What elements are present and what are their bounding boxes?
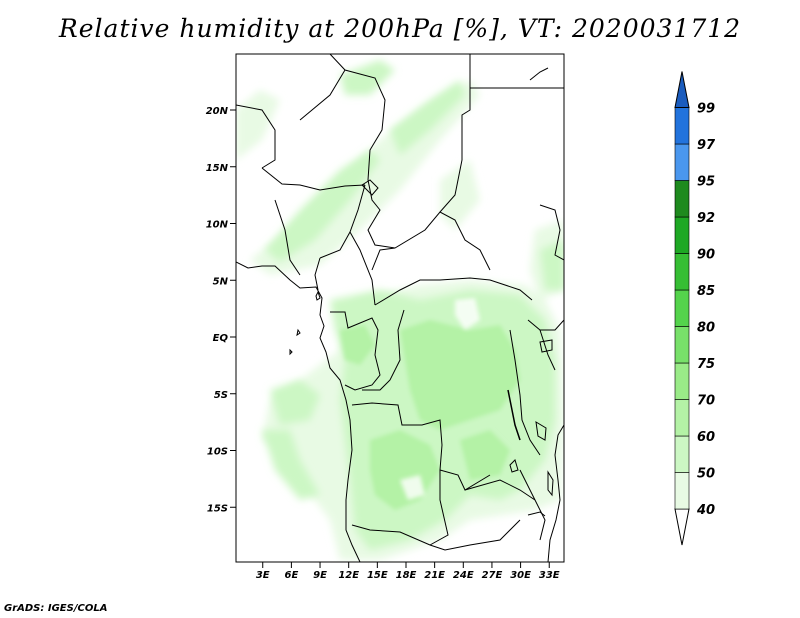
latitude-axis: 20N 15N 10N 5N EQ 5S 10S 15S — [206, 106, 236, 514]
lon-tick-label: 6E — [284, 570, 298, 581]
colorbar-segment — [674, 216, 690, 254]
lon-tick-label: 30E — [510, 570, 531, 581]
colorbar-label: 85 — [697, 284, 715, 299]
lon-tick-label: 21E — [424, 570, 445, 581]
colorbar-label: 75 — [697, 357, 715, 372]
lon-tick-label: 12E — [338, 570, 359, 581]
country-boundaries — [236, 54, 564, 562]
colorbar-label: 80 — [697, 321, 715, 336]
map-title: Relative humidity at 200hPa [%], VT: 202… — [58, 14, 742, 43]
colorbar-upper-triangle — [674, 71, 690, 108]
colorbar-label: 99 — [697, 102, 715, 117]
longitude-axis: 3E 6E 9E 12E 15E 18E 21E 24E 27E 30E 33E — [256, 562, 560, 581]
colorbar-segment — [674, 289, 690, 327]
colorbar-segment — [674, 435, 690, 473]
map-frame — [235, 53, 565, 563]
lon-tick-label: 3E — [256, 570, 270, 581]
lat-tick-label: 15S — [207, 503, 228, 514]
lon-tick-label: 18E — [396, 570, 417, 581]
colorbar-label: 90 — [697, 248, 715, 263]
colorbar-segment — [674, 253, 690, 291]
colorbar-segment — [674, 362, 690, 400]
lat-tick-label: EQ — [213, 333, 229, 344]
humidity-field — [236, 60, 564, 560]
colorbar-segment — [674, 472, 690, 510]
colorbar-segment — [674, 326, 690, 364]
colorbar-label: 50 — [697, 467, 715, 482]
colorbar-label: 60 — [697, 430, 715, 445]
grads-credit: GrADS: IGES/COLA — [4, 603, 108, 614]
colorbar-label: 70 — [697, 394, 715, 409]
colorbar-segment — [674, 180, 690, 218]
colorbar-label: 97 — [697, 138, 716, 153]
colorbar-label: 95 — [697, 175, 715, 190]
colorbar-lower-triangle — [674, 508, 690, 546]
colorbar-segment — [674, 143, 690, 181]
lon-tick-label: 9E — [313, 570, 327, 581]
lon-tick-label: 24E — [453, 570, 474, 581]
lat-tick-label: 10S — [207, 447, 228, 458]
lon-tick-label: 15E — [367, 570, 388, 581]
colorbar-label: 40 — [696, 503, 715, 518]
lat-tick-label: 20N — [206, 106, 229, 117]
colorbar-segment — [674, 107, 690, 145]
lat-tick-label: 10N — [206, 220, 229, 231]
colorbar: 40 50 60 70 75 80 85 90 92 95 97 99 — [674, 71, 716, 546]
colorbar-label: 92 — [697, 211, 715, 226]
colorbar-segment — [674, 399, 690, 437]
lat-tick-label: 5S — [214, 390, 228, 401]
lat-tick-label: 5N — [213, 276, 229, 287]
lon-tick-label: 27E — [482, 570, 503, 581]
lon-tick-label: 33E — [539, 570, 560, 581]
lat-tick-label: 15N — [206, 163, 229, 174]
